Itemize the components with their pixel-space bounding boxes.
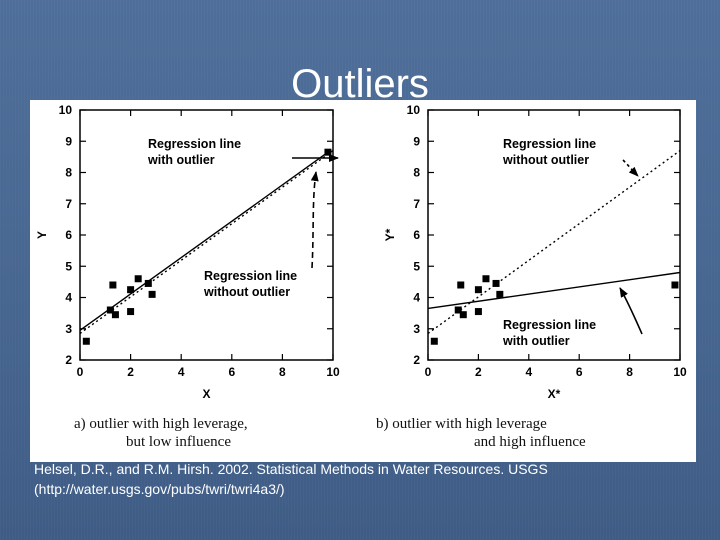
y-tick-label: 10 xyxy=(59,103,73,117)
y-tick-label: 6 xyxy=(413,228,420,242)
annotation-arrow xyxy=(619,287,643,335)
citation: Helsel, D.R., and R.M. Hirsh. 2002. Stat… xyxy=(34,459,694,499)
y-tick-label: 10 xyxy=(407,103,421,117)
data-point xyxy=(430,337,438,345)
data-point xyxy=(482,275,490,283)
annotation-line1: Regression line xyxy=(204,269,297,283)
citation-line-2: (http://water.usgs.gov/pubs/twri/twri4a3… xyxy=(34,481,285,497)
data-point xyxy=(492,279,500,287)
annotation-line2: with outlier xyxy=(147,153,215,167)
y-axis-label: Y xyxy=(35,231,49,239)
annotation-arrow xyxy=(622,159,639,177)
annotation-line1: Regression line xyxy=(503,137,596,151)
regression-line-with-outlier xyxy=(427,271,681,310)
annotation-arrow xyxy=(310,171,319,269)
y-tick-label: 6 xyxy=(65,228,72,242)
citation-line-1: Helsel, D.R., and R.M. Hirsh. 2002. Stat… xyxy=(34,461,548,477)
caption-b-line2: and high influence xyxy=(474,434,586,450)
y-tick-label: 4 xyxy=(65,291,72,305)
regression-line-without-outlier xyxy=(79,150,334,335)
regression-line-with-outlier xyxy=(79,151,329,331)
data-point xyxy=(127,286,135,294)
caption-a-line2: but low influence xyxy=(126,434,231,450)
y-tick-label: 2 xyxy=(413,353,420,367)
annotation-line2: without outlier xyxy=(203,285,290,299)
y-tick-label: 2 xyxy=(65,353,72,367)
y-axis-label: Y* xyxy=(383,228,397,241)
x-tick-label: 2 xyxy=(127,365,134,379)
y-tick-label: 5 xyxy=(65,259,72,273)
x-tick-label: 6 xyxy=(228,365,235,379)
y-tick-label: 9 xyxy=(413,134,420,148)
data-point xyxy=(459,311,467,319)
data-point xyxy=(134,275,142,283)
data-point xyxy=(148,290,156,298)
x-tick-label: 4 xyxy=(178,365,185,379)
x-tick-label: 4 xyxy=(525,365,532,379)
x-tick-label: 10 xyxy=(673,365,687,379)
annotation-line1: Regression line xyxy=(503,318,596,332)
x-tick-label: 8 xyxy=(279,365,286,379)
y-tick-label: 3 xyxy=(413,322,420,336)
x-tick-label: 0 xyxy=(77,365,84,379)
data-point xyxy=(457,281,465,289)
x-tick-label: 2 xyxy=(475,365,482,379)
x-axis-label: X* xyxy=(548,387,561,401)
y-tick-label: 7 xyxy=(413,197,420,211)
x-tick-label: 8 xyxy=(626,365,633,379)
x-tick-label: 0 xyxy=(425,365,432,379)
caption-b-line1: b) outlier with high leverage xyxy=(376,416,547,432)
y-tick-label: 8 xyxy=(65,166,72,180)
x-axis-label: X xyxy=(202,387,210,401)
annotation-line2: with outlier xyxy=(502,334,570,348)
data-point xyxy=(671,281,679,289)
data-point xyxy=(474,286,482,294)
y-tick-label: 4 xyxy=(413,291,420,305)
data-point xyxy=(324,148,332,156)
y-tick-label: 7 xyxy=(65,197,72,211)
annotation-line1: Regression line xyxy=(148,137,241,151)
y-tick-label: 5 xyxy=(413,259,420,273)
x-tick-label: 10 xyxy=(326,365,340,379)
data-point xyxy=(474,308,482,316)
annotation-line2: without outlier xyxy=(502,153,589,167)
caption-a-line1: a) outlier with high leverage, xyxy=(74,416,248,432)
figure-panel: 0 2 4 6 8 10 2 3 4 5 6 7 8 9 10 X Y Regression line with o… xyxy=(30,100,696,462)
data-point xyxy=(127,308,135,316)
data-point xyxy=(496,290,504,298)
x-tick-label: 6 xyxy=(576,365,583,379)
slide-title: Outliers xyxy=(291,62,429,106)
data-point xyxy=(82,337,90,345)
y-tick-label: 9 xyxy=(65,134,72,148)
y-tick-label: 3 xyxy=(65,322,72,336)
data-point xyxy=(106,306,114,314)
data-point xyxy=(144,279,152,287)
data-point xyxy=(454,306,462,314)
data-point xyxy=(109,281,117,289)
regression-line-without-outlier xyxy=(427,150,681,335)
y-tick-label: 8 xyxy=(413,166,420,180)
data-point xyxy=(111,311,119,319)
